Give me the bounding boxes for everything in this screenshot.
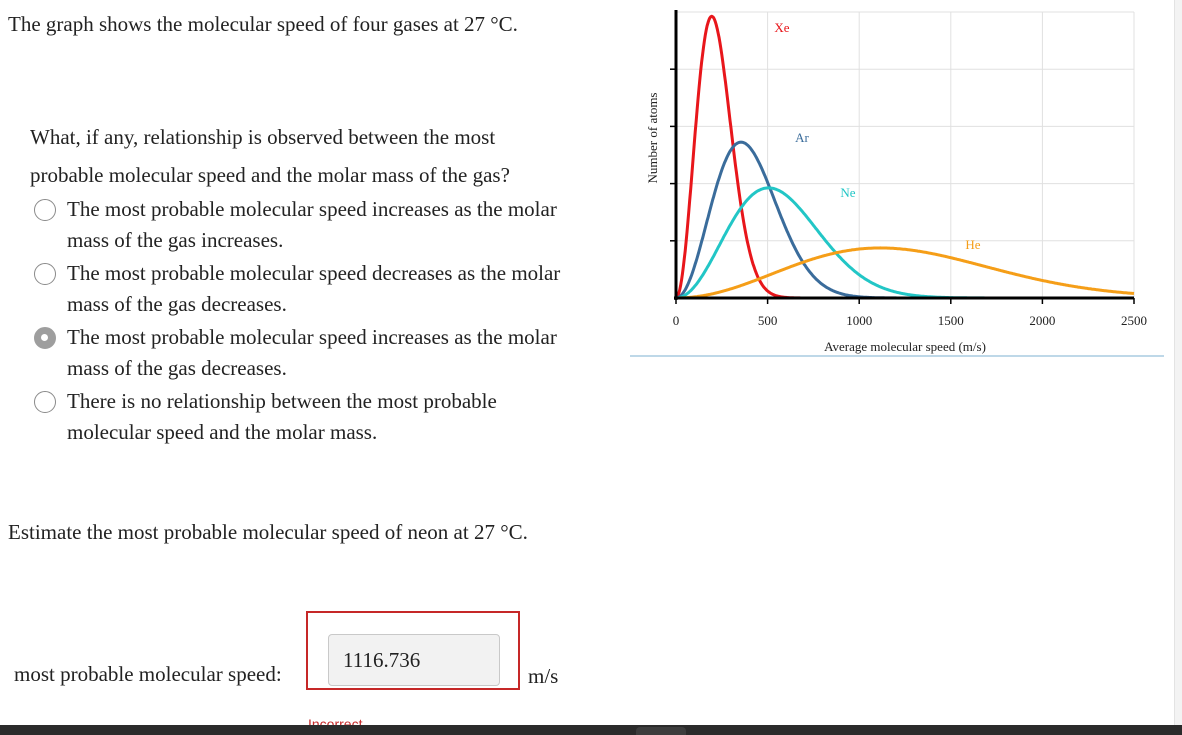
radio-button-2[interactable]: [34, 263, 56, 285]
speed-input[interactable]: [328, 634, 500, 686]
series-label-ne: Ne: [840, 185, 855, 200]
option-2-label: The most probable molecular speed decrea…: [67, 261, 561, 316]
y-axis-title: Number of atoms: [645, 93, 660, 184]
answer-error-frame: [306, 611, 520, 690]
x-tick-label-1000: 1000: [846, 313, 872, 328]
curve-he: [675, 246, 1135, 300]
estimate-prompt: Estimate the most probable molecular spe…: [8, 520, 528, 544]
radio-button-1[interactable]: [34, 199, 56, 221]
curve-ne: [675, 186, 1135, 300]
x-tick-label-2000: 2000: [1029, 313, 1055, 328]
molecular-speed-chart: 0 500 1000 1500 2000 2500 Xe Ar Ne He Average mole…: [630, 0, 1164, 360]
unit-label: m/s: [528, 664, 559, 688]
series-label-ar: Ar: [795, 130, 809, 145]
question-text: What, if any, relationship is observed b…: [30, 125, 510, 187]
chart-svg: 0 500 1000 1500 2000 2500 Xe Ar Ne He Average mole…: [630, 10, 1164, 357]
curve-xe: [675, 14, 1135, 300]
x-tick-label-500: 500: [758, 313, 778, 328]
x-tick-label-2500: 2500: [1121, 313, 1147, 328]
radio-button-3-selected[interactable]: [34, 327, 56, 349]
answer-label: most probable molecular speed:: [14, 662, 282, 686]
option-3[interactable]: The most probable molecular speed increa…: [34, 322, 574, 384]
taskbar: [0, 725, 1182, 735]
option-1-label: The most probable molecular speed increa…: [67, 197, 557, 252]
taskbar-tab[interactable]: [636, 727, 686, 735]
option-2[interactable]: The most probable molecular speed decrea…: [34, 258, 574, 320]
series-label-xe: Xe: [774, 20, 789, 35]
x-tick-label-1500: 1500: [938, 313, 964, 328]
x-axis-title: Average molecular speed (m/s): [824, 339, 986, 354]
option-4-label: There is no relationship between the mos…: [67, 389, 497, 444]
answer-options: The most probable molecular speed increa…: [34, 194, 574, 450]
option-1[interactable]: The most probable molecular speed increa…: [34, 194, 574, 256]
option-3-label: The most probable molecular speed increa…: [67, 325, 557, 380]
series-label-he: He: [965, 237, 980, 252]
radio-button-4[interactable]: [34, 391, 56, 413]
x-tick-label-0: 0: [673, 313, 680, 328]
scrollbar-track[interactable]: [1174, 0, 1182, 725]
option-4[interactable]: There is no relationship between the mos…: [34, 386, 574, 448]
intro-text: The graph shows the molecular speed of f…: [8, 12, 518, 36]
